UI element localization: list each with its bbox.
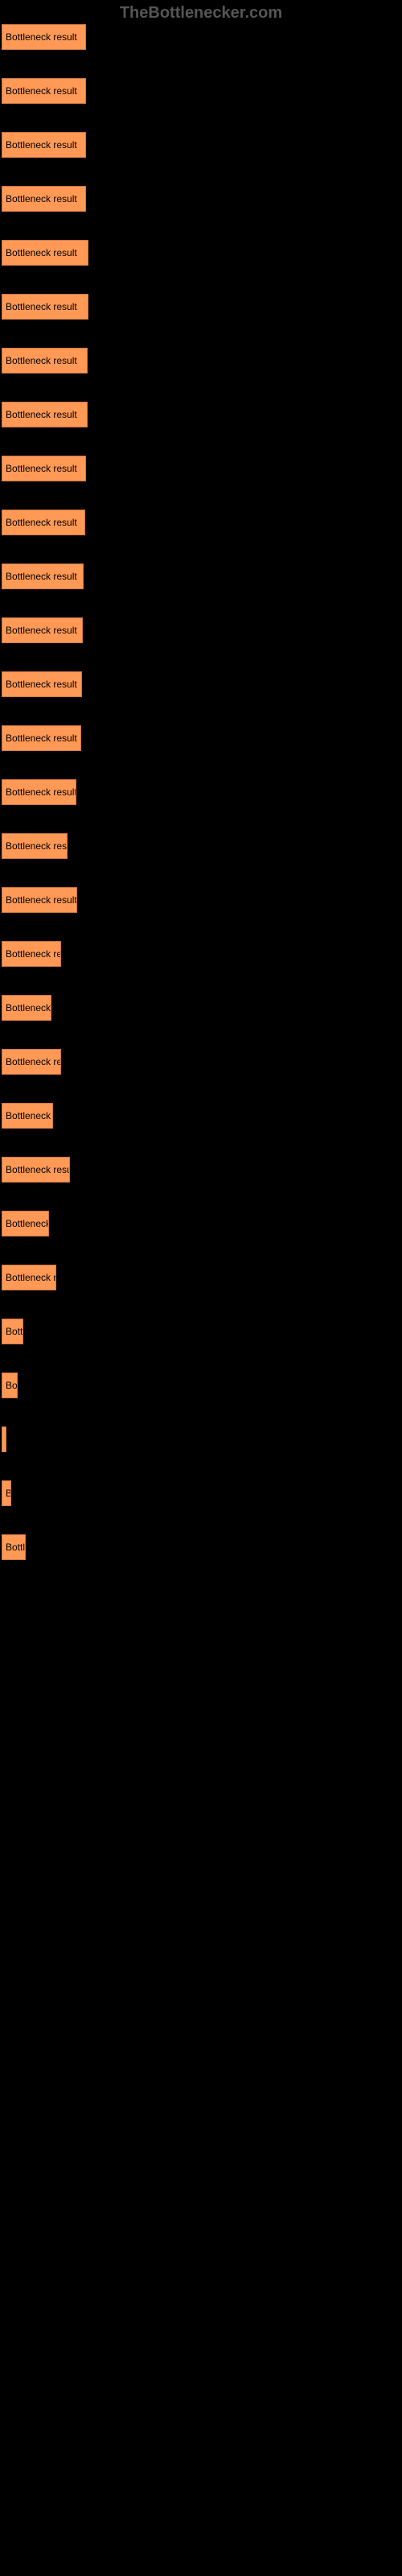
bar: Bottleneck result (2, 1426, 6, 1452)
bar-label: Bottleneck result (6, 247, 77, 258)
bar: Bottleneck result (2, 617, 83, 643)
bar-row: Bottleneck result (2, 564, 402, 589)
bar-row: Bottleneck result (2, 1480, 402, 1506)
bar-label: Bottleneck result (6, 1542, 26, 1553)
bar: Bottleneck result (2, 1373, 18, 1398)
bar-row: Bottleneck result (2, 348, 402, 374)
bar: Bottleneck result (2, 995, 51, 1021)
bar: Bottleneck result (2, 941, 61, 967)
bar-label: Bottleneck result (6, 1002, 51, 1013)
bar-label: Bottleneck result (6, 1272, 56, 1283)
bar-row: Bottleneck result (2, 78, 402, 104)
bar-label: Bottleneck result (6, 786, 76, 798)
bar-row: Bottleneck result (2, 456, 402, 481)
bar-label: Bottleneck result (6, 139, 77, 151)
bar-label: Bottleneck result (6, 840, 68, 852)
bar-row: Bottleneck result (2, 1157, 402, 1183)
bar: Bottleneck result (2, 24, 86, 50)
bar-row: Bottleneck result (2, 725, 402, 751)
bar-label: Bottleneck result (6, 625, 77, 636)
bar-label: Bottleneck result (6, 1056, 61, 1067)
bar-label: Bottleneck result (6, 1164, 70, 1175)
bar-label: Bottleneck result (6, 1218, 49, 1229)
bar: Bottleneck result (2, 725, 81, 751)
bar: Bottleneck result (2, 1157, 70, 1183)
bar-row: Bottleneck result (2, 402, 402, 427)
bar: Bottleneck result (2, 1103, 53, 1129)
bar-row: Bottleneck result (2, 1103, 402, 1129)
bar-label: Bottleneck result (6, 85, 77, 97)
bar: Bottleneck result (2, 779, 76, 805)
bar-row: Bottleneck result (2, 671, 402, 697)
bar-label: Bottleneck result (6, 463, 77, 474)
bar-row: Bottleneck result (2, 1534, 402, 1560)
bar: Bottleneck result (2, 348, 88, 374)
bar-label: Bottleneck result (6, 409, 77, 420)
bar-label: Bottleneck result (6, 355, 77, 366)
bar-row: Bottleneck result (2, 186, 402, 212)
bar-row: Bottleneck result (2, 1319, 402, 1344)
bar: Bottleneck result (2, 1265, 56, 1290)
bar: Bottleneck result (2, 510, 85, 535)
bar-row: Bottleneck result (2, 1049, 402, 1075)
bar-label: Bottleneck result (6, 31, 77, 43)
bar: Bottleneck result (2, 671, 82, 697)
bar-label: Bottleneck result (6, 1488, 11, 1499)
bar-row: Bottleneck result (2, 1265, 402, 1290)
bar-row: Bottleneck result (2, 24, 402, 50)
bar-row: Bottleneck result (2, 941, 402, 967)
bar: Bottleneck result (2, 1480, 11, 1506)
bar: Bottleneck result (2, 833, 68, 859)
bar: Bottleneck result (2, 294, 88, 320)
bar-row: Bottleneck result (2, 240, 402, 266)
bar-row: Bottleneck result (2, 617, 402, 643)
bar-chart: Bottleneck result Bottleneck result Bottle… (0, 0, 402, 1560)
bar-label: Bottleneck result (6, 517, 77, 528)
bar-label: Bottleneck result (6, 894, 77, 906)
bar-label: Bottleneck result (6, 1110, 53, 1121)
bar-row: Bottleneck result (2, 510, 402, 535)
bar: Bottleneck result (2, 1211, 49, 1236)
bar: Bottleneck result (2, 186, 86, 212)
watermark-text: TheBottlenecker.com (0, 0, 402, 23)
bar: Bottleneck result (2, 78, 86, 104)
bar-row: Bottleneck result (2, 779, 402, 805)
bar: Bottleneck result (2, 240, 88, 266)
bar-row: Bottleneck result (2, 833, 402, 859)
bar-label: Bottleneck result (6, 571, 77, 582)
bar-label: Bottleneck result (6, 1326, 23, 1337)
bar: Bottleneck result (2, 564, 84, 589)
bar-label: Bottleneck result (6, 1380, 18, 1391)
bar: Bottleneck result (2, 1319, 23, 1344)
bar-label: Bottleneck result (6, 193, 77, 204)
bar: Bottleneck result (2, 402, 88, 427)
bar-row: Bottleneck result (2, 1211, 402, 1236)
bar: Bottleneck result (2, 1049, 61, 1075)
bar-label: Bottleneck result (6, 733, 77, 744)
bar: Bottleneck result (2, 132, 86, 158)
bar-row: Bottleneck result (2, 1426, 402, 1452)
bar: Bottleneck result (2, 887, 77, 913)
bar-row: Bottleneck result (2, 995, 402, 1021)
bar-row: Bottleneck result (2, 1373, 402, 1398)
bar-label: Bottleneck result (6, 679, 77, 690)
bar-label: Bottleneck result (6, 301, 77, 312)
bar-row: Bottleneck result (2, 294, 402, 320)
bar-label: Bottleneck result (6, 948, 61, 960)
bar-row: Bottleneck result (2, 887, 402, 913)
bar-row: Bottleneck result (2, 132, 402, 158)
bar: Bottleneck result (2, 1534, 26, 1560)
bar: Bottleneck result (2, 456, 86, 481)
